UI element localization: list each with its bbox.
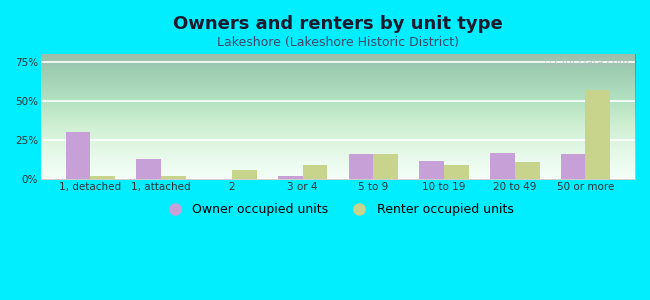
Bar xyxy=(232,170,257,179)
Text: Lakeshore (Lakeshore Historic District): Lakeshore (Lakeshore Historic District) xyxy=(217,36,459,49)
Legend: Owner occupied units, Renter occupied units: Owner occupied units, Renter occupied un… xyxy=(157,198,519,221)
Bar xyxy=(90,176,115,179)
Bar xyxy=(348,154,373,179)
Bar xyxy=(586,90,610,179)
Bar xyxy=(444,165,469,179)
Bar xyxy=(303,165,328,179)
Bar xyxy=(136,159,161,179)
Bar xyxy=(373,154,398,179)
Bar xyxy=(66,132,90,179)
Bar xyxy=(278,176,303,179)
Text: ⓘ City-Data.com: ⓘ City-Data.com xyxy=(545,58,629,68)
Bar xyxy=(419,160,444,179)
Bar xyxy=(161,176,186,179)
Bar xyxy=(490,153,515,179)
Bar xyxy=(561,154,586,179)
Title: Owners and renters by unit type: Owners and renters by unit type xyxy=(173,15,503,33)
Bar xyxy=(515,162,540,179)
